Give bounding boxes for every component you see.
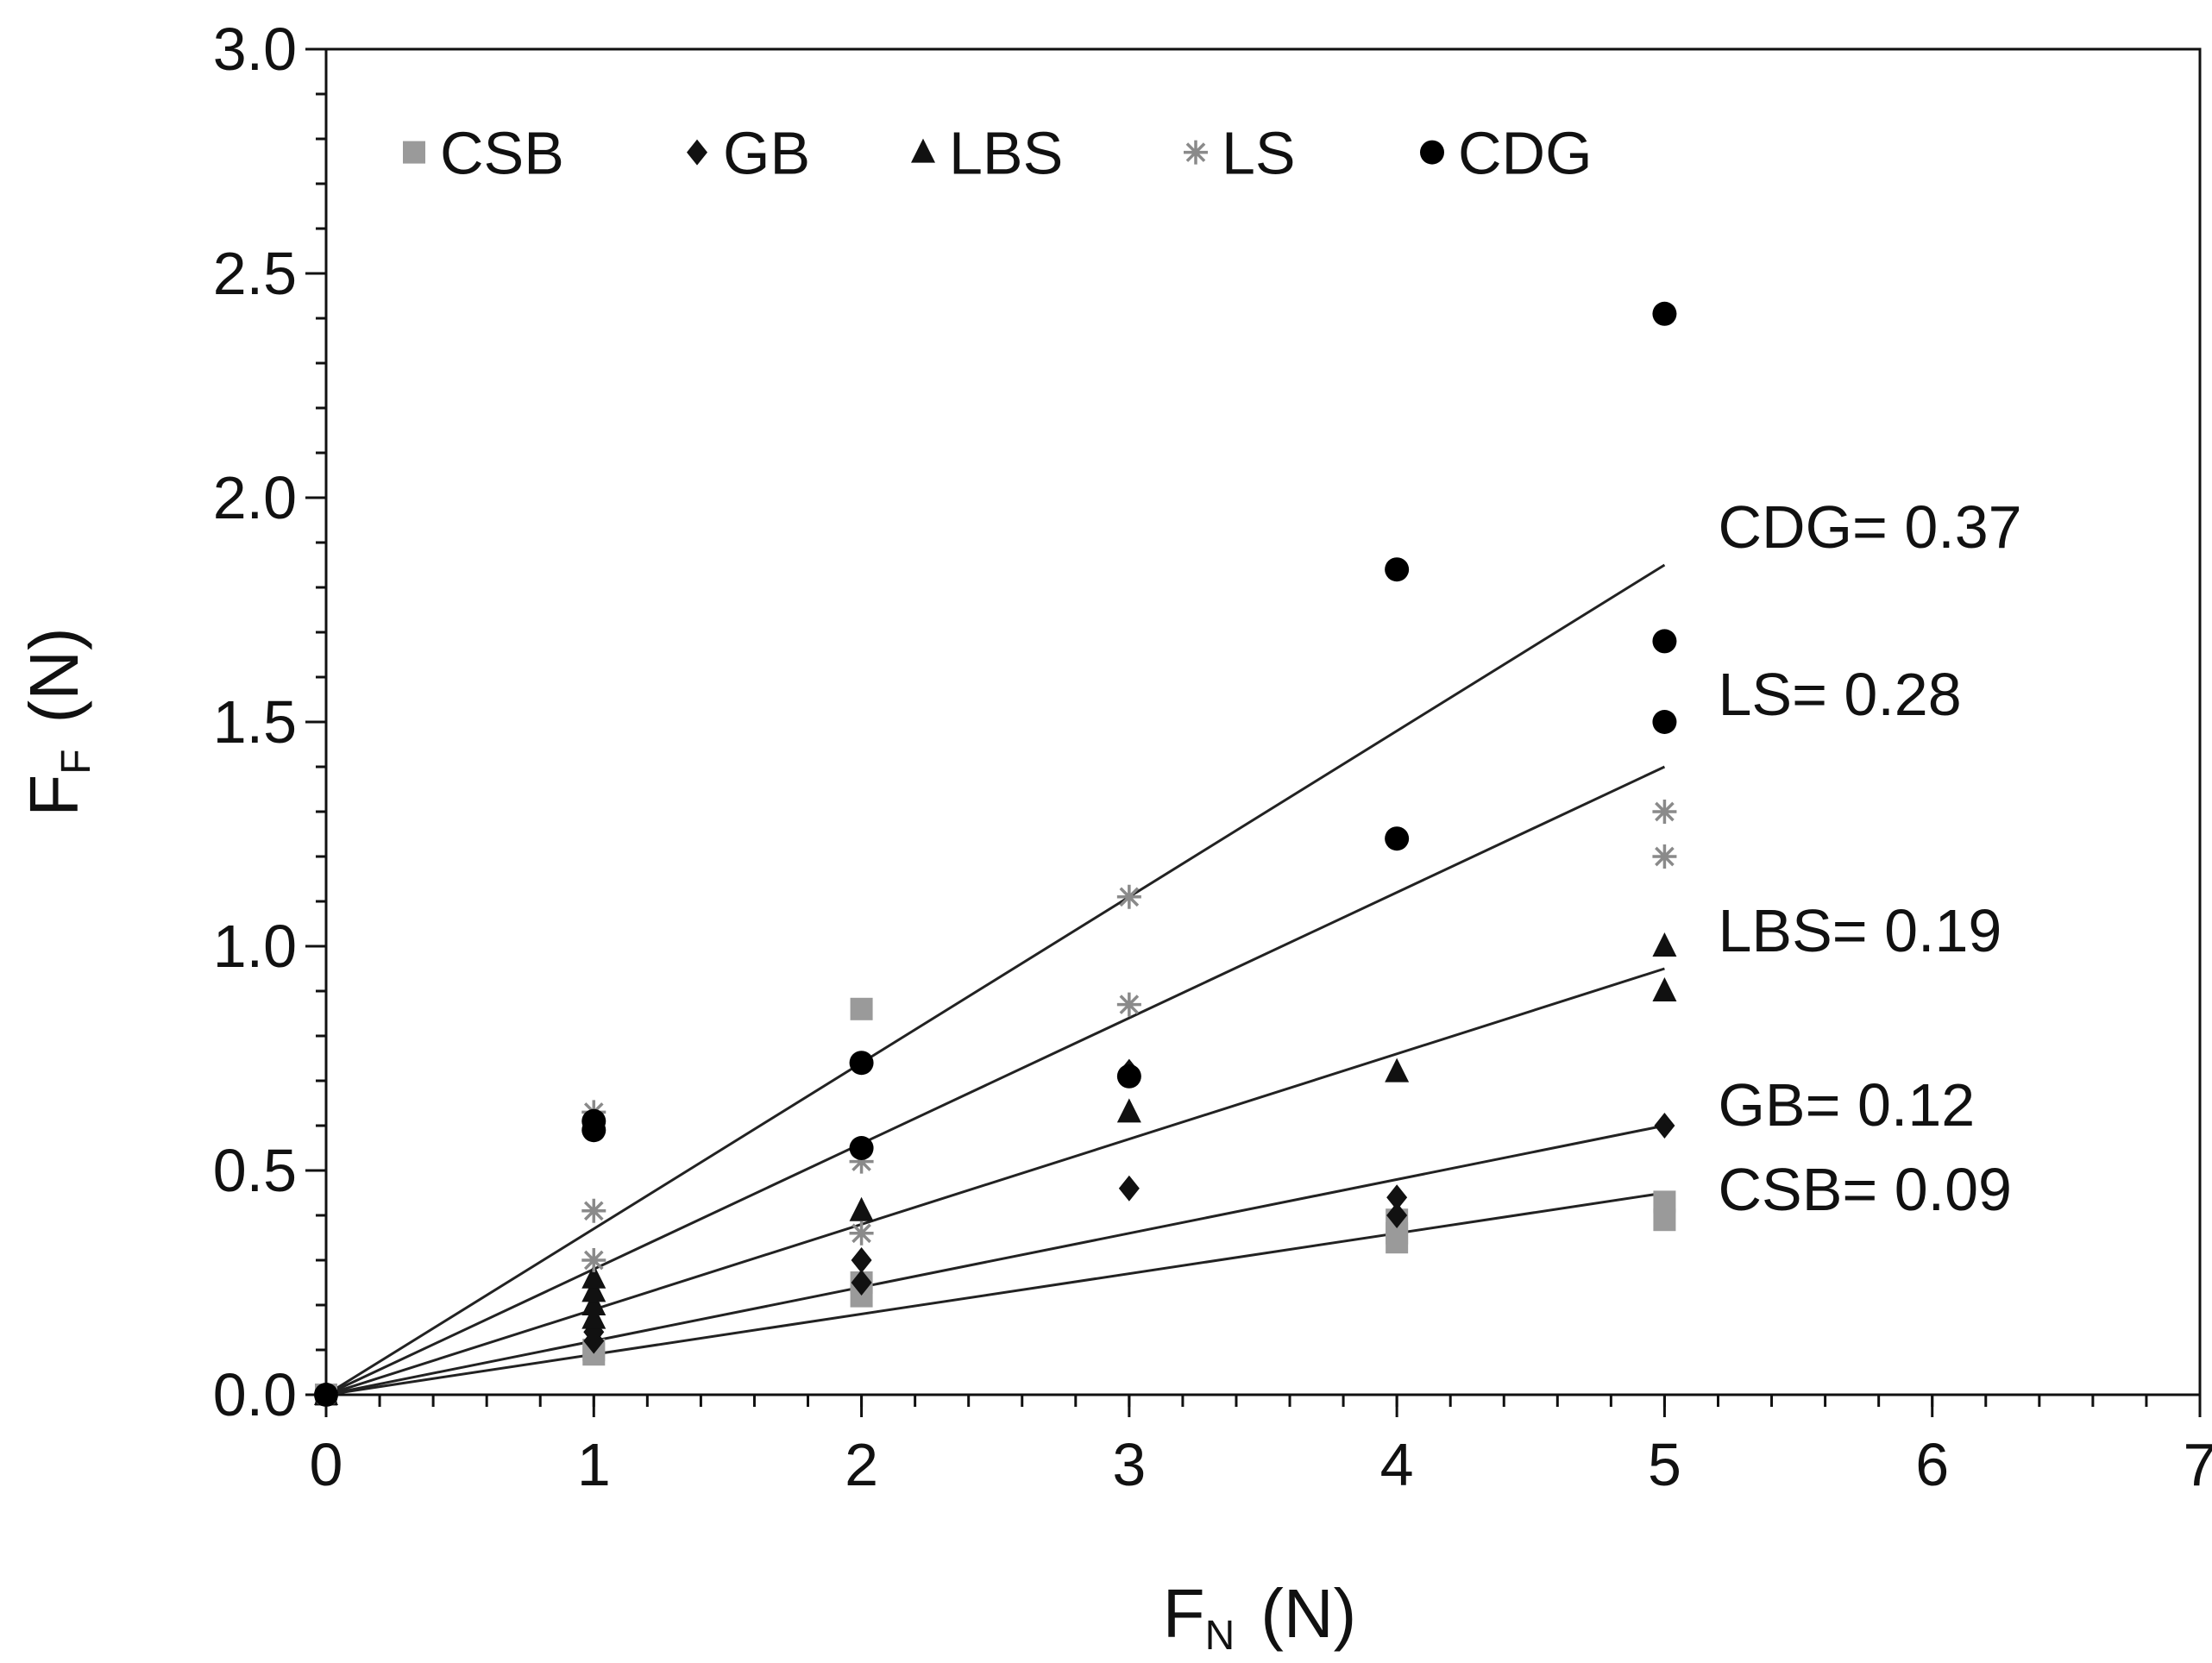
- legend-marker-csb: [403, 141, 425, 164]
- y-axis-title-sub: F: [53, 749, 99, 774]
- x-tick-label: 6: [1915, 1431, 1949, 1498]
- point-gb: [851, 1247, 872, 1273]
- point-lbs: [1652, 932, 1677, 957]
- point-lbs: [1116, 1098, 1141, 1123]
- legend-label-ls: LS: [1222, 120, 1296, 187]
- fit-line-ls: [325, 765, 1666, 1396]
- point-gb: [851, 1270, 872, 1296]
- point-cdg: [1116, 1064, 1141, 1089]
- legend-marker-lbs: [911, 138, 935, 163]
- point-lbs: [581, 1291, 606, 1315]
- point-cdg: [1652, 301, 1677, 326]
- point-cdg: [1385, 826, 1410, 851]
- y-axis-title-unit: (N): [16, 627, 92, 723]
- legend-label-cdg: CDG: [1458, 120, 1593, 187]
- fit-line-lbs: [325, 967, 1665, 1396]
- fit-line-cdg: [325, 563, 1666, 1396]
- x-axis-title-sub: N: [1205, 1613, 1235, 1659]
- point-cdg: [1652, 710, 1677, 734]
- y-tick-label: 0.5: [213, 1137, 297, 1204]
- point-gb: [1386, 1202, 1408, 1228]
- point-lbs: [849, 1196, 874, 1221]
- x-tick-label: 1: [577, 1431, 611, 1498]
- x-tick-label: 5: [1648, 1431, 1681, 1498]
- point-lbs: [581, 1264, 606, 1289]
- fit-label-lbs: LBS= 0.19: [1718, 897, 2001, 964]
- x-tick-label: 4: [1380, 1431, 1414, 1498]
- point-cdg: [581, 1108, 606, 1133]
- point-ls: [1652, 800, 1677, 824]
- y-tick-label: 2.0: [213, 464, 297, 531]
- legend-marker-gb: [687, 139, 707, 166]
- fit-label-gb: GB= 0.12: [1718, 1071, 1975, 1139]
- y-tick-label: 0.0: [213, 1361, 297, 1428]
- legend-marker-cdg: [1420, 140, 1444, 165]
- y-tick-label: 3.0: [213, 16, 297, 83]
- point-lbs: [1652, 977, 1677, 1001]
- x-axis-title-main: F: [1163, 1575, 1205, 1652]
- fit-line-gb: [325, 1124, 1665, 1396]
- x-tick-label: 0: [310, 1431, 343, 1498]
- x-tick-label: 2: [845, 1431, 878, 1498]
- legend-marker-ls: [1184, 140, 1208, 165]
- point-ls: [1116, 884, 1141, 909]
- point-cdg: [1385, 557, 1410, 582]
- point-gb: [1386, 1184, 1408, 1211]
- fit-labels: CSB= 0.09 GB= 0.12 LBS= 0.19 LS= 0.28 CDG= 0…: [1718, 493, 2021, 1223]
- point-ls: [1116, 992, 1141, 1017]
- point-gb: [1118, 1175, 1140, 1202]
- y-tick-label: 2.5: [213, 240, 297, 307]
- fit-label-ls: LS= 0.28: [1718, 661, 1961, 728]
- x-axis-ticks: 0 1 2 3 4 5 6 7: [310, 1395, 2212, 1498]
- point-lbs: [581, 1277, 606, 1302]
- point-csb: [850, 997, 873, 1020]
- point-ls: [1652, 844, 1677, 869]
- point-lbs: [1385, 1057, 1410, 1083]
- legend-label-gb: GB: [723, 120, 810, 187]
- point-ls: [581, 1198, 606, 1223]
- fit-label-csb: CSB= 0.09: [1718, 1156, 2012, 1223]
- x-axis-title-unit: (N): [1260, 1575, 1356, 1652]
- point-ls: [849, 1221, 874, 1246]
- fit-label-cdg: CDG= 0.37: [1718, 493, 2021, 561]
- x-tick-label: 3: [1112, 1431, 1146, 1498]
- x-tick-label: 7: [2184, 1431, 2212, 1498]
- point-ls: [581, 1248, 606, 1272]
- y-tick-label: 1.0: [213, 913, 297, 980]
- point-cdg: [314, 1383, 338, 1407]
- data-points: [314, 301, 1677, 1408]
- point-cdg: [1652, 629, 1677, 654]
- y-axis-title: FF (N): [16, 627, 99, 816]
- y-axis-ticks: 0.0 0.5 1.0 1.5 2.0 2.5 3.0: [213, 16, 326, 1428]
- y-axis-title-main: F: [16, 775, 92, 817]
- legend-label-csb: CSB: [440, 120, 564, 187]
- legend: CSB GB LBS LS CDG: [403, 120, 1593, 187]
- fit-lines: [325, 563, 1666, 1396]
- point-cdg: [849, 1051, 874, 1076]
- x-axis-title: FN (N): [1163, 1575, 1357, 1659]
- point-lbs: [581, 1304, 606, 1329]
- fit-line-csb: [325, 1191, 1665, 1396]
- point-csb: [1653, 1190, 1676, 1214]
- point-ls: [849, 1149, 874, 1174]
- point-cdg: [849, 1136, 874, 1160]
- point-gb: [1654, 1113, 1675, 1139]
- legend-label-lbs: LBS: [949, 120, 1063, 187]
- y-tick-label: 1.5: [213, 688, 297, 756]
